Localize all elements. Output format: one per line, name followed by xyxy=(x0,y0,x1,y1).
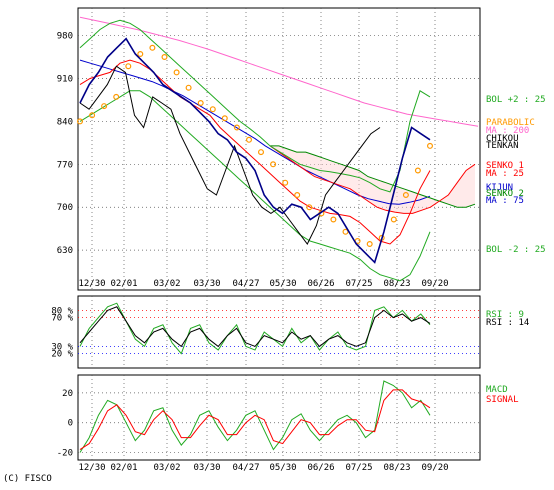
parabolic-point xyxy=(173,69,180,76)
price-x-tick-label: 09/20 xyxy=(421,279,448,289)
macd-line xyxy=(79,380,431,453)
legend-price-bol-2-25: BOL +2 : 25 xyxy=(486,95,546,105)
macd-x-tick-label: 02/01 xyxy=(110,463,137,473)
legend-rsi-14: RSI : 14 xyxy=(486,318,529,328)
parabolic-point xyxy=(282,179,289,186)
price-y-tick-label: 630 xyxy=(57,246,73,256)
signal-line xyxy=(79,389,431,451)
copyright-label: (C) FISCO xyxy=(3,474,52,484)
price-x-tick-label: 12/30 xyxy=(78,279,105,289)
parabolic-point xyxy=(306,204,313,211)
price-x-tick-label: 04/27 xyxy=(232,279,259,289)
parabolic-point xyxy=(330,216,337,223)
legend-rsi-9: RSI : 9 xyxy=(486,310,524,320)
macd-x-tick-label: 09/20 xyxy=(421,463,448,473)
price-x-tick-label: 05/30 xyxy=(269,279,296,289)
rsi9-line xyxy=(79,302,431,355)
ma75-line xyxy=(79,59,431,205)
parabolic-point xyxy=(246,136,253,143)
ma200-line xyxy=(79,16,479,127)
parabolic-point xyxy=(366,241,373,248)
rsi-y-tick-label: 80 % xyxy=(51,306,73,316)
rsi-y-tick-label: 70 % xyxy=(51,314,73,324)
legend-price-parabolic: PARABOLIC xyxy=(486,118,535,128)
parabolic-point xyxy=(294,192,301,199)
price-y-tick-label: 700 xyxy=(57,203,73,213)
parabolic-point xyxy=(149,44,156,51)
price-x-tick-label: 08/23 xyxy=(383,279,410,289)
price-y-tick-label: 910 xyxy=(57,75,73,85)
parabolic-point xyxy=(137,50,144,57)
macd-x-tick-label: 03/02 xyxy=(153,463,180,473)
parabolic-point xyxy=(125,63,132,70)
bol-lower-line xyxy=(79,90,431,282)
parabolic-point xyxy=(76,118,83,125)
parabolic-point xyxy=(89,112,96,119)
macd-x-tick-label: 03/30 xyxy=(193,463,220,473)
legend-price-ma-25: MA : 25 xyxy=(486,169,524,179)
parabolic-point xyxy=(209,106,216,113)
macd-y-tick-label: -20 xyxy=(57,449,73,459)
parabolic-point xyxy=(233,124,240,131)
parabolic-point xyxy=(414,167,421,174)
price-y-tick-label: 840 xyxy=(57,117,73,127)
legend-price-kijun: KIJUN xyxy=(486,183,513,193)
legend-price-ma-75: MA : 75 xyxy=(486,196,524,206)
parabolic-point xyxy=(390,216,397,223)
price-x-tick-label: 03/30 xyxy=(193,279,220,289)
macd-panel xyxy=(77,374,481,461)
macd-x-tick-label: 04/27 xyxy=(232,463,259,473)
macd-y-tick-label: 0 xyxy=(68,419,73,429)
legend-price-ma-200: MA : 200 xyxy=(486,126,529,136)
parabolic-point xyxy=(342,228,349,235)
macd-x-tick-label: 07/25 xyxy=(345,463,372,473)
legend-price-tenkan: TENKAN xyxy=(486,141,519,151)
price-line xyxy=(79,37,431,264)
parabolic-point xyxy=(113,93,120,100)
parabolic-point xyxy=(270,161,277,168)
parabolic-point xyxy=(221,115,228,122)
senko1-line xyxy=(269,145,476,214)
ma25-line xyxy=(79,59,431,245)
legend-price-senko-1: SENKO 1 xyxy=(486,161,524,171)
rsi-panel xyxy=(77,295,481,369)
macd-x-tick-label: 06/26 xyxy=(307,463,334,473)
legend-price-bol-2-25: BOL -2 : 25 xyxy=(486,245,546,255)
chikou-line xyxy=(79,65,381,245)
rsi14-line xyxy=(79,306,431,348)
macd-x-tick-label: 08/23 xyxy=(383,463,410,473)
price-x-tick-label: 06/26 xyxy=(307,279,334,289)
legend-price-chikou: CHIKOU xyxy=(486,134,519,144)
parabolic-point xyxy=(185,84,192,91)
parabolic-point xyxy=(161,53,168,60)
parabolic-point xyxy=(197,99,204,106)
price-panel xyxy=(77,7,481,291)
price-x-tick-label: 03/02 xyxy=(153,279,180,289)
rsi-y-tick-label: 20 % xyxy=(51,350,73,360)
legend-signal: SIGNAL xyxy=(486,395,519,405)
legend-macd: MACD xyxy=(486,385,508,395)
parabolic-point xyxy=(427,142,434,149)
price-y-tick-label: 770 xyxy=(57,160,73,170)
price-x-tick-label: 07/25 xyxy=(345,279,372,289)
ichimoku-cloud xyxy=(270,145,475,214)
parabolic-point xyxy=(402,192,409,199)
senko2-line xyxy=(270,145,476,208)
parabolic-point xyxy=(258,149,265,156)
bol-upper-line xyxy=(79,19,431,193)
price-y-tick-label: 980 xyxy=(57,32,73,42)
price-x-tick-label: 02/01 xyxy=(110,279,137,289)
rsi-y-tick-label: 30 % xyxy=(51,342,73,352)
macd-x-tick-label: 12/30 xyxy=(78,463,105,473)
legend-price-senko-2: SENKO 2 xyxy=(486,189,524,199)
macd-x-tick-label: 05/30 xyxy=(269,463,296,473)
parabolic-point xyxy=(101,103,108,110)
macd-y-tick-label: 20 xyxy=(62,389,73,399)
